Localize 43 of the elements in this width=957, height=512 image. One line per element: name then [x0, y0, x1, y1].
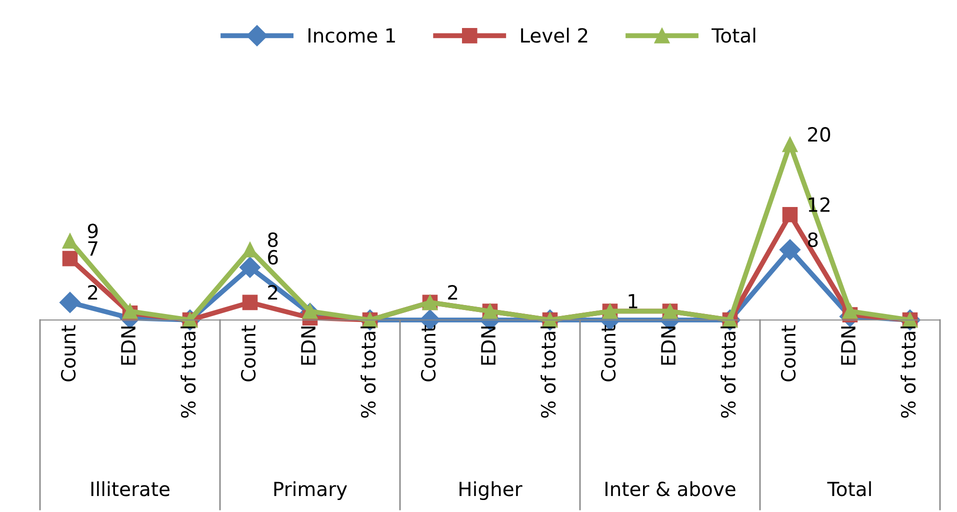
data-label: 7 — [88, 241, 98, 256]
x-tick-label: Count — [780, 325, 796, 382]
point — [62, 233, 78, 249]
point — [242, 294, 258, 310]
text: Primary — [274, 481, 347, 500]
point — [782, 136, 798, 152]
data-label: 8 — [808, 232, 818, 248]
x-tick-label: % of total — [900, 326, 916, 418]
x-tick-label: EDN — [481, 326, 496, 365]
x-tick-label: Count — [60, 325, 76, 382]
data-label: 8 — [268, 232, 278, 248]
point — [779, 239, 801, 260]
legend-label: Total — [712, 28, 756, 43]
data-label: 9 — [88, 224, 98, 238]
x-tick-label: EDN — [301, 326, 316, 365]
x-tick-label: % of total — [540, 326, 556, 418]
x-tick-label: % of total — [180, 326, 196, 418]
text: Higher — [460, 481, 522, 500]
point — [842, 304, 858, 319]
text: Inter & above — [606, 481, 736, 496]
x-tick-label: % of total — [360, 326, 376, 418]
point — [239, 256, 261, 278]
x-tick-label: Count — [240, 325, 256, 382]
point — [62, 250, 78, 266]
legend-label: Income 1 — [308, 28, 395, 43]
point — [302, 304, 318, 319]
text: Total — [827, 481, 871, 496]
point — [782, 207, 798, 222]
x-tick-label: Count — [420, 325, 436, 382]
x-tick-label: EDN — [841, 326, 856, 365]
data-label: 20 — [808, 127, 830, 142]
data-label: 2 — [448, 285, 458, 300]
data-label: 2 — [268, 285, 278, 300]
data-label: 2 — [88, 285, 98, 300]
x-tick-label: EDN — [661, 326, 676, 365]
data-label: 1 — [628, 294, 638, 308]
text: Illiterate — [91, 481, 170, 496]
x-tick-label: % of total — [720, 326, 736, 418]
legend-label: Level 2 — [521, 28, 588, 43]
point — [59, 292, 81, 313]
data-label: 6 — [268, 250, 278, 265]
x-tick-label: EDN — [121, 326, 136, 365]
x-tick-label: Count — [600, 325, 616, 382]
